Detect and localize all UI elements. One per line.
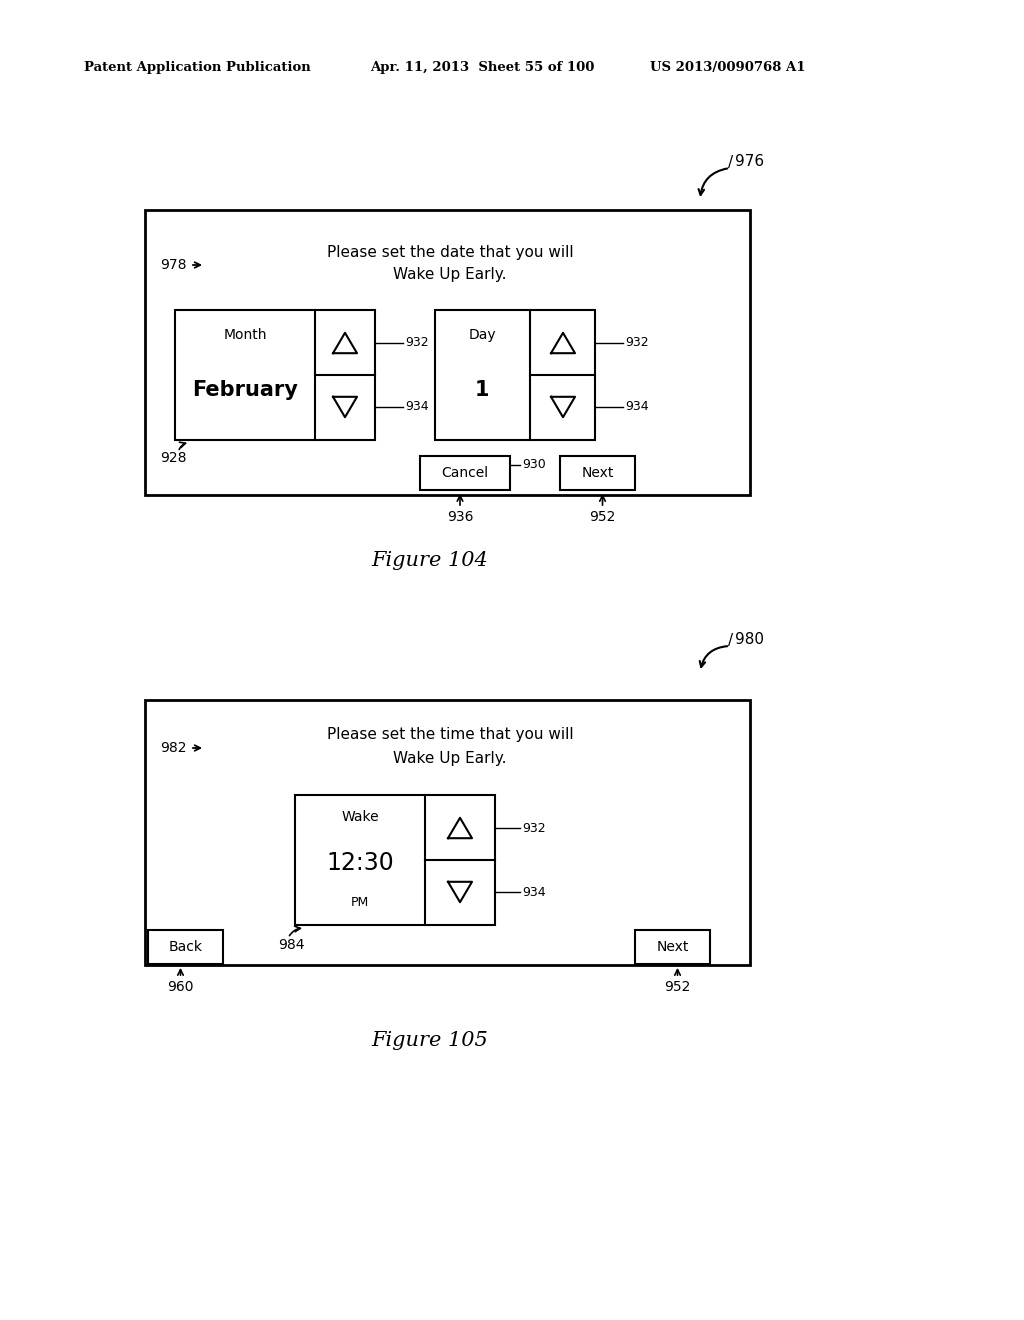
Text: Cancel: Cancel — [441, 466, 488, 480]
Text: Please set the time that you will: Please set the time that you will — [327, 727, 573, 742]
Bar — [148, 931, 223, 964]
Text: Figure 105: Figure 105 — [372, 1031, 488, 1049]
Text: /: / — [728, 154, 733, 169]
Text: 932: 932 — [406, 337, 429, 350]
Bar — [175, 310, 375, 440]
Bar — [145, 700, 750, 965]
Bar — [635, 931, 710, 964]
Text: Month: Month — [223, 327, 266, 342]
Text: Patent Application Publication: Patent Application Publication — [84, 62, 310, 74]
Text: 980: 980 — [735, 632, 764, 648]
Text: Next: Next — [582, 466, 613, 480]
Text: 934: 934 — [522, 886, 546, 899]
Text: 12:30: 12:30 — [326, 851, 394, 875]
Text: Apr. 11, 2013  Sheet 55 of 100: Apr. 11, 2013 Sheet 55 of 100 — [370, 62, 594, 74]
Text: 934: 934 — [625, 400, 648, 413]
Text: US 2013/0090768 A1: US 2013/0090768 A1 — [650, 62, 806, 74]
Bar — [145, 210, 750, 495]
Text: 934: 934 — [406, 400, 429, 413]
Text: 982: 982 — [160, 741, 186, 755]
Text: 960: 960 — [167, 979, 194, 994]
Text: Figure 104: Figure 104 — [372, 550, 488, 569]
Text: 932: 932 — [522, 821, 546, 834]
Bar — [435, 310, 595, 440]
Text: Please set the date that you will: Please set the date that you will — [327, 244, 573, 260]
Text: 936: 936 — [446, 510, 473, 524]
Text: Day: Day — [468, 327, 496, 342]
Text: 978: 978 — [160, 257, 186, 272]
Text: 1: 1 — [475, 380, 489, 400]
Text: 976: 976 — [735, 154, 764, 169]
Bar — [560, 455, 635, 490]
Text: Back: Back — [169, 940, 203, 954]
Text: Wake Up Early.: Wake Up Early. — [393, 751, 507, 766]
Text: PM: PM — [351, 896, 369, 909]
Text: /: / — [728, 632, 733, 648]
Text: 952: 952 — [590, 510, 615, 524]
Text: Wake: Wake — [341, 810, 379, 824]
Text: Wake Up Early.: Wake Up Early. — [393, 268, 507, 282]
Bar — [295, 795, 495, 925]
Text: 984: 984 — [278, 939, 304, 952]
Text: Next: Next — [656, 940, 689, 954]
Text: 952: 952 — [665, 979, 690, 994]
Text: 930: 930 — [522, 458, 546, 471]
Bar — [420, 455, 510, 490]
Text: 932: 932 — [625, 337, 648, 350]
Text: February: February — [193, 380, 298, 400]
Text: 928: 928 — [160, 451, 186, 465]
